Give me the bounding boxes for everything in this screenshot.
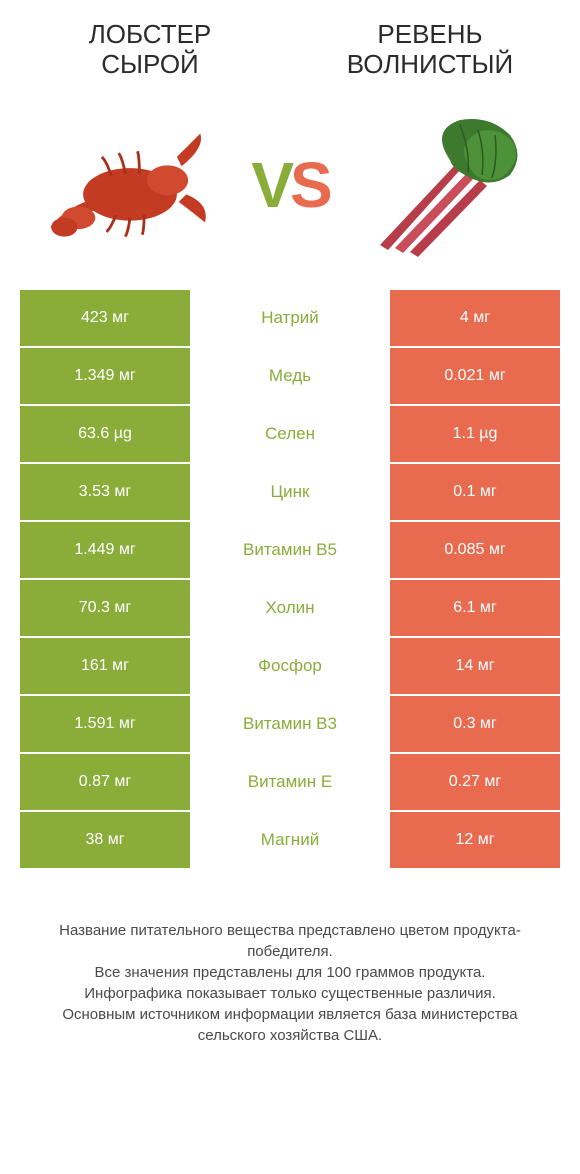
left-value: 1.349 мг	[20, 348, 190, 404]
left-value: 423 мг	[20, 290, 190, 346]
header: ЛОБСТЕРСЫРОЙ РЕВЕНЬВОЛНИСТЫЙ	[0, 0, 580, 90]
footer-line-3: Инфографика показывает только существенн…	[30, 983, 550, 1004]
nutrient-label: Фосфор	[190, 638, 390, 694]
right-food-title: РЕВЕНЬВОЛНИСТЫЙ	[310, 20, 550, 80]
nutrient-label: Холин	[190, 580, 390, 636]
right-value: 0.1 мг	[390, 464, 560, 520]
vs-s: S	[290, 149, 329, 221]
comparison-table: 423 мгНатрий4 мг1.349 мгМедь0.021 мг63.6…	[0, 290, 580, 870]
table-row: 38 мгМагний12 мг	[20, 812, 560, 870]
left-value: 1.591 мг	[20, 696, 190, 752]
right-value: 14 мг	[390, 638, 560, 694]
left-value: 1.449 мг	[20, 522, 190, 578]
right-value: 0.021 мг	[390, 348, 560, 404]
table-row: 1.591 мгВитамин B30.3 мг	[20, 696, 560, 754]
right-value: 6.1 мг	[390, 580, 560, 636]
nutrient-label: Витамин B5	[190, 522, 390, 578]
nutrient-label: Магний	[190, 812, 390, 868]
footer-notes: Название питательного вещества представл…	[0, 870, 580, 1066]
nutrient-label: Витамин E	[190, 754, 390, 810]
table-row: 63.6 µgСелен1.1 µg	[20, 406, 560, 464]
left-value: 161 мг	[20, 638, 190, 694]
footer-line-2: Все значения представлены для 100 граммо…	[30, 962, 550, 983]
table-row: 161 мгФосфор14 мг	[20, 638, 560, 696]
left-value: 70.3 мг	[20, 580, 190, 636]
table-row: 3.53 мгЦинк0.1 мг	[20, 464, 560, 522]
left-value: 63.6 µg	[20, 406, 190, 462]
images-row: VS	[0, 90, 580, 290]
left-value: 38 мг	[20, 812, 190, 868]
table-row: 423 мгНатрий4 мг	[20, 290, 560, 348]
right-value: 0.27 мг	[390, 754, 560, 810]
footer-line-4: Основным источником информации является …	[30, 1004, 550, 1046]
lobster-image	[30, 105, 230, 265]
left-value: 3.53 мг	[20, 464, 190, 520]
table-row: 0.87 мгВитамин E0.27 мг	[20, 754, 560, 812]
footer-line-1: Название питательного вещества представл…	[30, 920, 550, 962]
right-value: 4 мг	[390, 290, 560, 346]
table-row: 1.349 мгМедь0.021 мг	[20, 348, 560, 406]
nutrient-label: Медь	[190, 348, 390, 404]
nutrient-label: Витамин B3	[190, 696, 390, 752]
right-value: 12 мг	[390, 812, 560, 868]
rhubarb-icon	[360, 110, 540, 260]
right-value: 0.3 мг	[390, 696, 560, 752]
nutrient-label: Селен	[190, 406, 390, 462]
rhubarb-image	[350, 105, 550, 265]
right-value: 1.1 µg	[390, 406, 560, 462]
left-food-title: ЛОБСТЕРСЫРОЙ	[30, 20, 270, 80]
table-row: 1.449 мгВитамин B50.085 мг	[20, 522, 560, 580]
nutrient-label: Натрий	[190, 290, 390, 346]
left-value: 0.87 мг	[20, 754, 190, 810]
right-value: 0.085 мг	[390, 522, 560, 578]
vs-label: VS	[251, 148, 328, 222]
nutrient-label: Цинк	[190, 464, 390, 520]
lobster-icon	[35, 110, 225, 260]
table-row: 70.3 мгХолин6.1 мг	[20, 580, 560, 638]
vs-v: V	[251, 149, 290, 221]
